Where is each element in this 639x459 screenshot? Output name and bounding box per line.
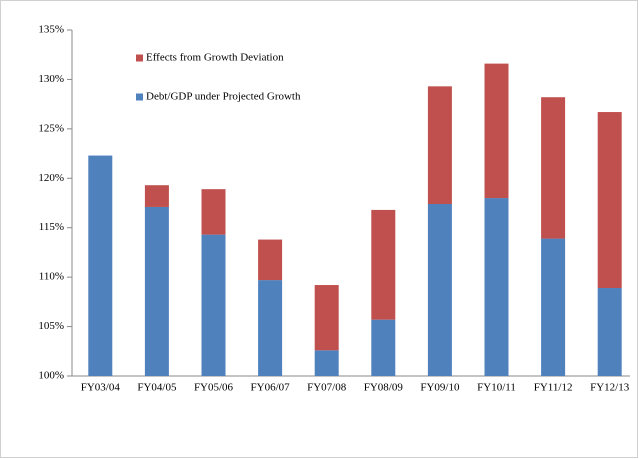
bar-segment bbox=[88, 155, 113, 376]
legend-swatch bbox=[136, 54, 143, 62]
bar-segment bbox=[427, 203, 452, 376]
x-tick-label: FY04/05 bbox=[137, 382, 177, 394]
x-tick-label: FY06/07 bbox=[251, 382, 291, 394]
bar-segment bbox=[484, 63, 509, 199]
bar-segment bbox=[258, 280, 283, 376]
bar-segment bbox=[371, 209, 396, 320]
bar-segment bbox=[484, 198, 509, 376]
bar-segment bbox=[597, 112, 622, 289]
x-tick-label: FY07/08 bbox=[307, 382, 347, 394]
legend-label: Debt/GDP under Projected Growth bbox=[146, 91, 301, 103]
y-tick-label: 130% bbox=[38, 73, 64, 85]
bar-segment bbox=[541, 238, 566, 376]
x-tick-label: FY10/11 bbox=[477, 382, 516, 394]
x-tick-label: FY11/12 bbox=[534, 382, 573, 394]
y-tick-label: 135% bbox=[38, 24, 64, 36]
legend-label: Effects from Growth Deviation bbox=[146, 52, 284, 64]
x-tick-label: FY05/06 bbox=[194, 382, 234, 394]
y-tick-label: 105% bbox=[38, 320, 64, 332]
bar-segment bbox=[314, 350, 339, 376]
bar-segment bbox=[258, 239, 283, 281]
bar-segment bbox=[541, 97, 566, 239]
x-tick-label: FY09/10 bbox=[420, 382, 460, 394]
bar-segment bbox=[201, 234, 226, 376]
bar-segment bbox=[144, 206, 169, 376]
bar-segment bbox=[201, 189, 226, 235]
bar-segment bbox=[314, 285, 339, 351]
y-tick-label: 110% bbox=[39, 271, 64, 283]
x-tick-label: FY12/13 bbox=[590, 382, 630, 394]
y-tick-label: 125% bbox=[38, 122, 64, 134]
bar-segment bbox=[144, 185, 169, 207]
x-tick-label: FY03/04 bbox=[81, 382, 121, 394]
x-tick-label: FY08/09 bbox=[364, 382, 404, 394]
bar-segment bbox=[371, 319, 396, 376]
legend-swatch bbox=[136, 93, 143, 101]
y-tick-label: 115% bbox=[39, 221, 64, 233]
bar-segment bbox=[597, 288, 622, 376]
y-tick-label: 100% bbox=[38, 370, 64, 382]
bar-segment bbox=[427, 86, 452, 204]
y-tick-label: 120% bbox=[38, 172, 64, 184]
